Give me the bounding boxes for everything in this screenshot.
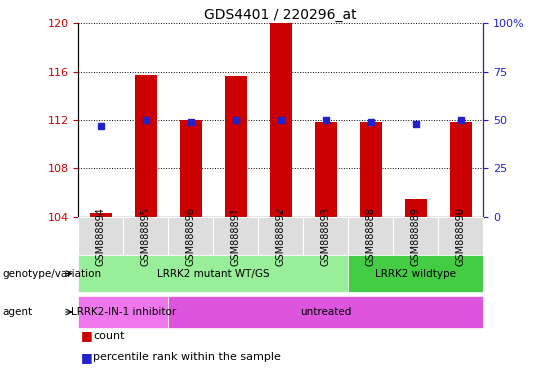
Title: GDS4401 / 220296_at: GDS4401 / 220296_at	[205, 8, 357, 22]
Text: GSM888892: GSM888892	[276, 207, 286, 266]
Bar	[134, 75, 157, 217]
Text: ■: ■	[81, 351, 93, 364]
Bar	[404, 199, 427, 217]
Text: GSM888893: GSM888893	[321, 207, 331, 266]
Text: genotype/variation: genotype/variation	[3, 268, 102, 279]
Text: GSM888894: GSM888894	[96, 207, 106, 266]
Text: GSM888895: GSM888895	[141, 207, 151, 266]
Text: percentile rank within the sample: percentile rank within the sample	[93, 352, 281, 362]
Text: LRRK2-IN-1 inhibitor: LRRK2-IN-1 inhibitor	[71, 307, 176, 317]
Text: ■: ■	[81, 329, 93, 343]
Bar	[90, 214, 112, 217]
Text: GSM888896: GSM888896	[186, 207, 196, 266]
Text: count: count	[93, 331, 124, 341]
Bar	[269, 23, 292, 217]
Bar	[225, 76, 247, 217]
Bar	[314, 122, 337, 217]
Text: LRRK2 mutant WT/GS: LRRK2 mutant WT/GS	[157, 268, 269, 279]
Text: LRRK2 wildtype: LRRK2 wildtype	[375, 268, 456, 279]
Text: GSM888890: GSM888890	[456, 207, 466, 266]
Bar	[179, 120, 202, 217]
Text: GSM888888: GSM888888	[366, 207, 376, 266]
Bar	[449, 122, 472, 217]
Text: untreated: untreated	[300, 307, 352, 317]
Text: GSM888891: GSM888891	[231, 207, 241, 266]
Text: agent: agent	[3, 307, 33, 317]
Text: GSM888889: GSM888889	[411, 207, 421, 266]
Bar	[360, 122, 382, 217]
